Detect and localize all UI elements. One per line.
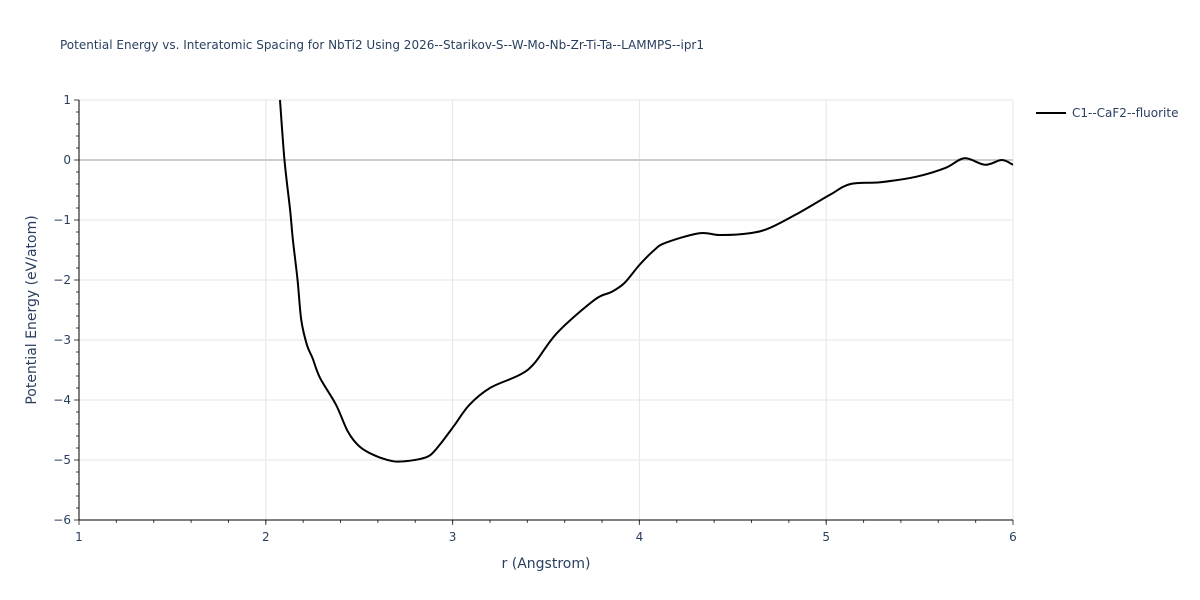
x-axis-title: r (Angstrom) — [502, 556, 591, 572]
y-tick-label: 1 — [63, 93, 71, 107]
axes: 1 2 3 4 5 6 1 0 −1 −2 −3 −4 −5 −6 — [53, 93, 1017, 544]
y-tick-label: −6 — [53, 513, 71, 527]
legend-item[interactable]: C1--CaF2--fluorite — [1036, 106, 1178, 120]
gridlines — [79, 99, 1014, 520]
y-tick-label: −3 — [53, 333, 71, 347]
y-tick-label: −5 — [53, 453, 71, 467]
x-tick-label: 3 — [449, 530, 457, 544]
legend-line-swatch — [1036, 112, 1066, 114]
x-tick-label: 4 — [636, 530, 644, 544]
x-tick-label: 6 — [1009, 530, 1017, 544]
chart-title: Potential Energy vs. Interatomic Spacing… — [60, 38, 705, 52]
x-tick-label: 1 — [75, 530, 83, 544]
y-tick-label: 0 — [63, 153, 71, 167]
y-axis-title: Potential Energy (eV/atom) — [24, 215, 40, 404]
legend-label: C1--CaF2--fluorite — [1072, 106, 1179, 120]
y-tick-label: −1 — [53, 213, 71, 227]
y-tick-label: −2 — [53, 273, 71, 287]
x-tick-label: 2 — [262, 530, 270, 544]
y-tick-label: −4 — [53, 393, 71, 407]
x-tick-label: 5 — [822, 530, 830, 544]
series-line — [278, 99, 1014, 463]
